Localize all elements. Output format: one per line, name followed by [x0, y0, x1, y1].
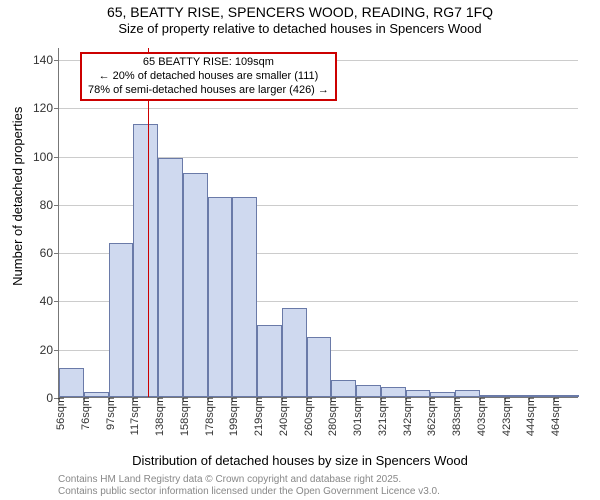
x-tick-label: 158sqm: [175, 397, 191, 436]
y-tick-mark: [54, 205, 59, 206]
annotation-line: 78% of semi-detached houses are larger (…: [88, 84, 329, 98]
annotation-line: 65 BEATTY RISE: 109sqm: [88, 56, 329, 70]
histogram-bar: [406, 390, 431, 397]
x-tick-label: 383sqm: [447, 397, 463, 436]
x-tick-label: 362sqm: [422, 397, 438, 436]
histogram-bar: [331, 380, 356, 397]
x-tick-label: 56sqm: [51, 397, 67, 430]
x-tick-label: 76sqm: [76, 397, 92, 430]
histogram-bar: [282, 308, 307, 397]
x-tick-label: 178sqm: [200, 397, 216, 436]
x-tick-label: 117sqm: [125, 397, 141, 435]
chart-container: 65, BEATTY RISE, SPENCERS WOOD, READING,…: [0, 0, 600, 500]
y-tick-mark: [54, 108, 59, 109]
histogram-bar: [356, 385, 381, 397]
histogram-bar: [455, 390, 480, 397]
annotation-line: ← 20% of detached houses are smaller (11…: [88, 70, 329, 84]
x-tick-label: 423sqm: [497, 397, 513, 436]
y-tick-label: 140: [33, 53, 53, 67]
y-tick-label: 100: [33, 150, 53, 164]
x-tick-label: 444sqm: [521, 397, 537, 436]
x-tick-label: 403sqm: [472, 397, 488, 436]
x-tick-label: 138sqm: [150, 397, 166, 436]
x-axis-label: Distribution of detached houses by size …: [132, 453, 468, 468]
x-tick-label: 97sqm: [101, 397, 117, 430]
x-tick-label: 219sqm: [249, 397, 265, 436]
histogram-bar: [208, 197, 233, 397]
y-tick-label: 40: [40, 294, 53, 308]
y-tick-mark: [54, 301, 59, 302]
annotation-box: 65 BEATTY RISE: 109sqm← 20% of detached …: [80, 52, 337, 101]
histogram-bar: [109, 243, 134, 397]
gridline: [59, 108, 578, 109]
histogram-bar: [307, 337, 332, 397]
histogram-bar: [232, 197, 257, 397]
y-axis-label: Number of detached properties: [10, 107, 25, 286]
y-tick-mark: [54, 350, 59, 351]
histogram-bar: [59, 368, 84, 397]
x-tick-label: 240sqm: [274, 397, 290, 436]
x-tick-label: 280sqm: [323, 397, 339, 436]
histogram-bar: [183, 173, 208, 397]
y-tick-label: 20: [40, 343, 53, 357]
y-tick-label: 80: [40, 198, 53, 212]
y-tick-label: 120: [33, 101, 53, 115]
chart-subtitle: Size of property relative to detached ho…: [0, 21, 600, 36]
footer-line1: Contains HM Land Registry data © Crown c…: [58, 474, 440, 486]
x-tick-label: 342sqm: [398, 397, 414, 436]
chart-area: 02040608010012014056sqm76sqm97sqm117sqm1…: [58, 48, 578, 398]
x-tick-label: 260sqm: [299, 397, 315, 436]
histogram-bar: [133, 124, 158, 397]
footer: Contains HM Land Registry data © Crown c…: [58, 474, 440, 498]
histogram-bar: [381, 387, 406, 397]
y-tick-mark: [54, 157, 59, 158]
histogram-bar: [158, 158, 183, 397]
plot: 02040608010012014056sqm76sqm97sqm117sqm1…: [58, 48, 578, 398]
footer-line2: Contains public sector information licen…: [58, 486, 440, 498]
y-tick-mark: [54, 60, 59, 61]
title-block: 65, BEATTY RISE, SPENCERS WOOD, READING,…: [0, 0, 600, 36]
x-tick-label: 199sqm: [224, 397, 240, 436]
x-tick-label: 321sqm: [373, 397, 389, 436]
x-tick-label: 464sqm: [546, 397, 562, 436]
y-tick-mark: [54, 253, 59, 254]
y-tick-label: 60: [40, 246, 53, 260]
x-tick-label: 301sqm: [348, 397, 364, 436]
chart-title: 65, BEATTY RISE, SPENCERS WOOD, READING,…: [0, 4, 600, 20]
histogram-bar: [257, 325, 282, 397]
